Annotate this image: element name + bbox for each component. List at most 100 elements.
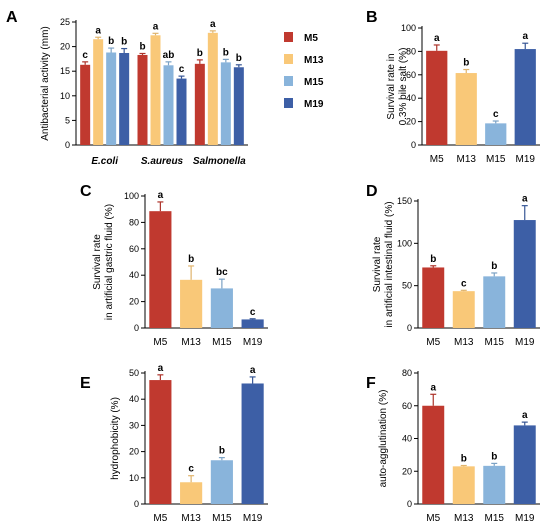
legend-label-m15: M15 — [304, 77, 324, 88]
c-m19-bar — [241, 319, 264, 328]
y-tick-label: 100 — [397, 238, 412, 248]
legend-label-m13: M13 — [304, 55, 324, 66]
y-tick-label: 20 — [60, 42, 70, 52]
category-label: Salmonella — [193, 156, 246, 167]
y-axis-label: auto-agglutination (%) — [378, 390, 389, 488]
a-m15-bar — [163, 65, 174, 145]
a-m13-bar — [150, 35, 161, 146]
a-m13-significance-letter: a — [95, 25, 101, 36]
e-m5-significance-letter: a — [158, 363, 164, 374]
c-m5-bar — [149, 211, 172, 328]
y-tick-label: 0 — [407, 499, 412, 509]
category-label: M5 — [153, 337, 167, 348]
y-axis-label-line: in artificial intestinal fluid (%) — [384, 201, 395, 327]
e-m19-significance-letter: a — [250, 365, 256, 376]
y-axis-label: Survival ratein artificial intestinal fl… — [372, 201, 395, 327]
e-m13-significance-letter: c — [188, 464, 194, 475]
category-label: M15 — [212, 337, 232, 348]
category-label: M13 — [181, 513, 201, 524]
y-tick-label: 0 — [134, 499, 139, 509]
e-m15-significance-letter: b — [219, 446, 225, 457]
y-axis-label-line: in artificial gastric fluid (%) — [104, 204, 115, 320]
a-m15-significance-letter: b — [108, 36, 114, 47]
y-tick-label: 60 — [406, 70, 416, 80]
y-axis-label-line: 0.3% bile salt (%) — [398, 48, 409, 126]
a-m15-significance-letter: b — [223, 47, 229, 58]
y-tick-label: 50 — [402, 281, 412, 291]
a-m19-bar — [233, 67, 244, 145]
c-m15-significance-letter: bc — [216, 267, 228, 278]
d-m19-significance-letter: a — [522, 194, 528, 205]
panel-letter-B: B — [366, 9, 378, 26]
a-m15-bar — [220, 62, 231, 145]
category-label: M19 — [515, 513, 535, 524]
y-tick-label: 100 — [124, 191, 139, 201]
panel-letter-E: E — [80, 375, 91, 392]
category-label: M5 — [426, 337, 440, 348]
y-axis-label-line: Survival rate — [92, 234, 103, 290]
y-tick-label: 80 — [129, 217, 139, 227]
panel-letter-A: A — [6, 9, 18, 26]
category-label: M5 — [426, 513, 440, 524]
e-m13-bar — [180, 482, 203, 504]
legend-swatch-m15 — [284, 76, 293, 86]
y-tick-label: 15 — [60, 66, 70, 76]
a-m19-significance-letter: c — [179, 64, 185, 75]
y-tick-label: 80 — [406, 46, 416, 56]
y-axis-label: Antibacterial activity (mm) — [40, 26, 51, 140]
category-label: M13 — [454, 337, 474, 348]
c-m5-significance-letter: a — [158, 190, 164, 201]
e-m15-bar — [210, 460, 233, 504]
b-m19-significance-letter: a — [522, 31, 528, 42]
y-tick-label: 0 — [134, 323, 139, 333]
y-tick-label: 0 — [411, 140, 416, 150]
d-m19-bar — [513, 220, 536, 328]
y-tick-label: 0 — [65, 140, 70, 150]
y-axis-label: hydrophobicity (%) — [110, 397, 121, 480]
f-m15-significance-letter: b — [491, 451, 497, 462]
y-tick-label: 20 — [406, 117, 416, 127]
e-m19-bar — [241, 383, 264, 504]
a-m15-bar — [106, 52, 117, 146]
b-m19-bar — [514, 49, 536, 146]
y-tick-label: 20 — [129, 297, 139, 307]
c-m13-bar — [180, 279, 203, 328]
a-m13-significance-letter: a — [153, 21, 159, 32]
category-label: M19 — [243, 513, 263, 524]
category-label: M19 — [243, 337, 263, 348]
panel-letter-C: C — [80, 183, 92, 200]
y-tick-label: 100 — [401, 23, 416, 33]
category-label: M13 — [457, 154, 477, 165]
category-label: M19 — [516, 154, 536, 165]
y-axis-label-line: Survival rate — [372, 236, 383, 292]
a-m19-significance-letter: b — [236, 53, 242, 64]
a-m5-significance-letter: b — [139, 41, 145, 52]
e-m5-bar — [149, 380, 172, 504]
category-label: M13 — [454, 513, 474, 524]
a-m13-bar — [207, 32, 218, 145]
b-m5-significance-letter: a — [434, 33, 440, 44]
y-tick-label: 60 — [402, 401, 412, 411]
f-m19-significance-letter: a — [522, 410, 528, 421]
legend-swatch-m19 — [284, 98, 293, 108]
y-tick-label: 20 — [129, 447, 139, 457]
category-label: M5 — [153, 513, 167, 524]
f-m19-bar — [513, 425, 536, 504]
panel-letter-D: D — [366, 183, 378, 200]
b-m13-significance-letter: b — [463, 58, 469, 69]
a-m5-bar — [80, 64, 91, 145]
f-m13-bar — [452, 466, 475, 504]
y-tick-label: 60 — [129, 244, 139, 254]
y-axis-label-line: Survival rate in — [386, 53, 397, 119]
c-m19-significance-letter: c — [250, 307, 256, 318]
y-tick-label: 10 — [60, 91, 70, 101]
a-m13-significance-letter: a — [210, 19, 216, 30]
legend-swatch-m5 — [284, 32, 293, 42]
y-tick-label: 40 — [402, 434, 412, 444]
y-tick-label: 0 — [407, 323, 412, 333]
legend-label-m5: M5 — [304, 33, 318, 44]
c-m13-significance-letter: b — [188, 254, 194, 265]
a-m15-significance-letter: ab — [163, 50, 175, 61]
b-m5-bar — [426, 50, 448, 145]
